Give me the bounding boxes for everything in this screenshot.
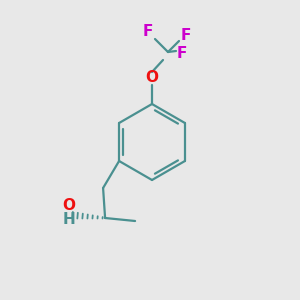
Text: F: F <box>143 25 153 40</box>
Text: O: O <box>63 197 76 212</box>
Text: O: O <box>146 70 158 86</box>
Text: F: F <box>177 46 187 62</box>
Text: F: F <box>181 28 191 44</box>
Text: H: H <box>63 212 76 226</box>
